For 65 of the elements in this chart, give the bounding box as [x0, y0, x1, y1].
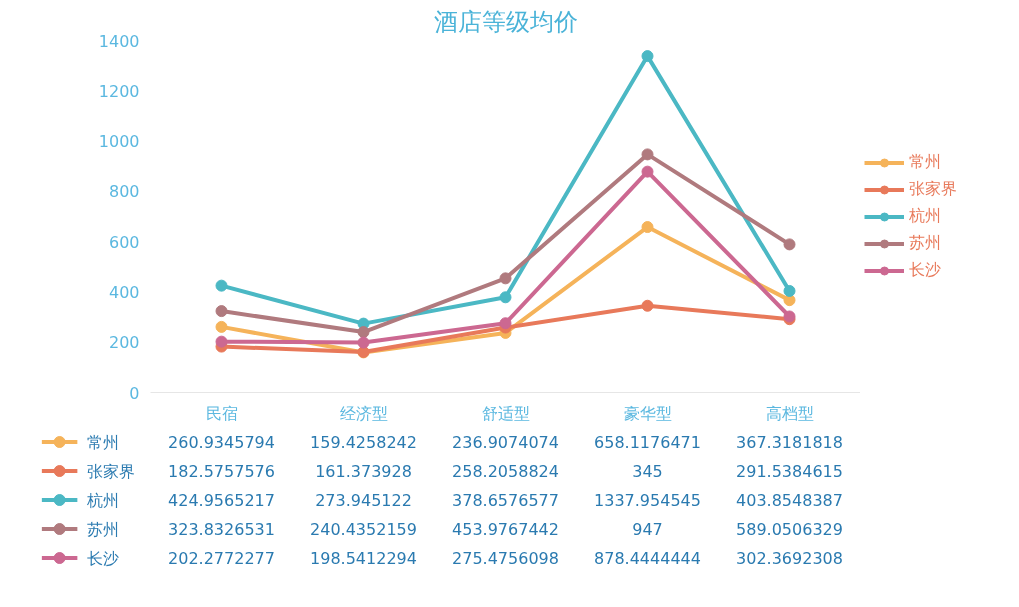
y-tick-label: 1400 [98, 31, 140, 51]
data-label: 198.5412294 [310, 549, 417, 568]
x-tick-label: 民宿 [205, 403, 238, 423]
y-tick-label: 400 [108, 282, 140, 302]
data-label: 260.9345794 [168, 433, 275, 452]
text: 张家界 [909, 178, 957, 198]
data-label: 273.945122 [315, 491, 412, 510]
data-label: 202.2772277 [168, 549, 275, 568]
point [783, 238, 796, 251]
data-label: 240.4352159 [310, 520, 417, 539]
data-label: 161.373928 [315, 462, 412, 481]
point [215, 320, 228, 333]
y-tick-label: 1200 [98, 81, 140, 101]
data-label: 345 [632, 462, 663, 481]
x-tick-label: 舒适型 [481, 403, 530, 423]
point [641, 221, 654, 234]
data-label: 403.8548387 [736, 491, 843, 510]
point [641, 165, 654, 178]
data-label: 291.5384615 [736, 462, 843, 481]
point [499, 317, 512, 330]
data-label: 182.5757576 [168, 462, 275, 481]
point [641, 50, 654, 63]
data-label: 159.4258242 [310, 433, 417, 452]
text: 杭州 [87, 490, 120, 510]
legend-label: 杭州 [909, 205, 941, 227]
legend-label: 苏州 [909, 232, 941, 254]
point [641, 148, 654, 161]
data-label: 589.0506329 [736, 520, 843, 539]
point [215, 335, 228, 348]
data-label: 302.3692308 [736, 549, 843, 568]
x-tick-label: 豪华型 [623, 403, 672, 423]
point [783, 284, 796, 297]
data-label: 878.4444444 [594, 549, 701, 568]
y-tick-label: 1000 [98, 132, 140, 152]
point [499, 272, 512, 285]
data-label: 258.2058824 [452, 462, 559, 481]
text: 苏州 [87, 519, 120, 539]
data-label: 1337.954545 [594, 491, 701, 510]
text: 常州 [909, 151, 941, 171]
point [357, 336, 370, 349]
x-tick-label: 经济型 [339, 403, 388, 423]
chart-title: 酒店等级均价 [433, 7, 578, 36]
text: 长沙 [87, 548, 120, 568]
data-label: 323.8326531 [168, 520, 275, 539]
y-tick-label: 800 [108, 182, 140, 202]
y-tick-label: 0 [129, 383, 140, 403]
legend-label: 常州 [87, 432, 120, 452]
data-label: 275.4756098 [452, 549, 559, 568]
data-label: 424.9565217 [168, 491, 275, 510]
data-label: 453.9767442 [452, 520, 559, 539]
y-tick-label: 200 [108, 333, 140, 353]
point [215, 279, 228, 292]
x-tick-label: 高档型 [765, 403, 814, 423]
data-label: 658.1176471 [594, 433, 701, 452]
point [357, 326, 370, 339]
legend-label: 长沙 [909, 259, 941, 281]
legend-label: 张家界 [87, 461, 136, 481]
data-label: 367.3181818 [736, 433, 843, 452]
data-label: 236.9074074 [452, 433, 559, 452]
data-label: 378.6576577 [452, 491, 559, 510]
data-label: 947 [632, 520, 663, 539]
point [641, 299, 654, 312]
point [499, 291, 512, 304]
point [215, 305, 228, 318]
y-tick-label: 600 [108, 232, 140, 252]
